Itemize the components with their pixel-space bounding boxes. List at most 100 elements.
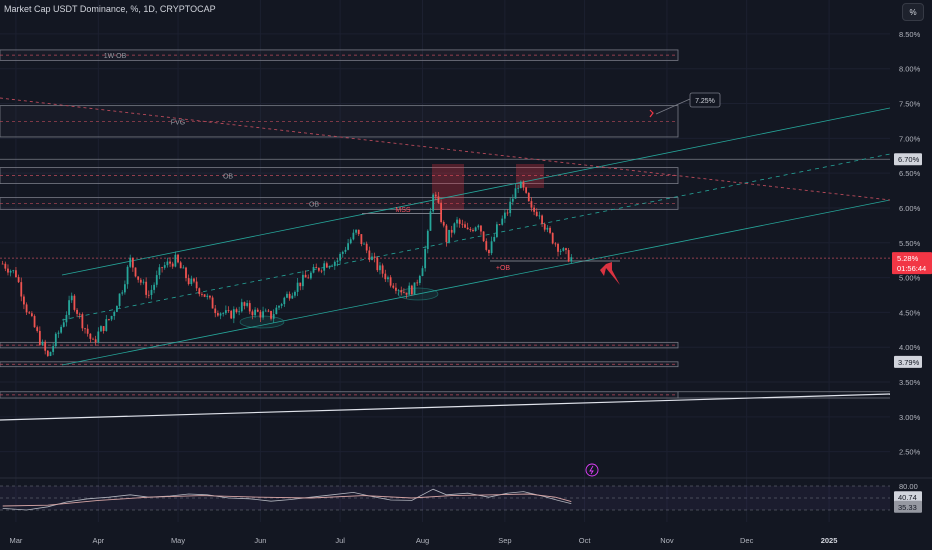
candle: [52, 342, 55, 356]
percent-scale-button[interactable]: %: [902, 3, 924, 21]
candle: [562, 247, 565, 252]
candle-body: [336, 260, 339, 262]
candle: [97, 327, 100, 344]
candle: [360, 234, 363, 247]
candle-body: [365, 243, 368, 251]
candle: [142, 279, 145, 285]
candle-body: [477, 225, 480, 228]
candle-body: [490, 241, 493, 254]
osc-value-tag: 40.74: [894, 491, 922, 504]
channel-line: [61, 107, 891, 276]
candle: [275, 305, 278, 315]
candle: [161, 266, 163, 273]
candle: [445, 224, 448, 247]
candle: [339, 252, 342, 265]
candle: [248, 300, 251, 315]
candle: [38, 326, 41, 347]
candle: [304, 270, 307, 278]
candle-body: [570, 257, 573, 262]
candle-body: [12, 270, 15, 272]
candle-body: [352, 232, 355, 240]
candle: [264, 308, 267, 312]
candle-body: [498, 224, 501, 226]
candle-body: [216, 313, 219, 316]
candle-body: [15, 270, 17, 278]
candle: [384, 269, 387, 282]
callout-box: [689, 92, 721, 108]
candle: [286, 291, 288, 299]
candle-body: [246, 303, 249, 306]
candle: [227, 306, 230, 313]
candle: [365, 241, 368, 254]
candle-body: [4, 263, 7, 269]
candle-body: [302, 274, 304, 287]
candle-body: [517, 188, 520, 189]
candle: [349, 237, 352, 245]
candle: [158, 264, 161, 280]
candle-body: [179, 262, 182, 269]
candle: [46, 350, 49, 358]
candle: [541, 214, 543, 227]
candle: [357, 229, 360, 237]
candle: [464, 221, 466, 228]
candle: [259, 309, 262, 323]
candle: [36, 325, 39, 333]
candle: [519, 180, 522, 189]
candle: [190, 275, 193, 286]
candle: [243, 301, 246, 310]
candle-body: [296, 282, 299, 292]
candle-body: [551, 232, 554, 244]
candle-body: [418, 276, 421, 283]
price-axis[interactable]: 8.50% 8.00% 7.50% 7.00% 6.50% 6.00% 5.50% 5.00%…: [892, 30, 932, 513]
level-tag: 3.79%: [894, 355, 922, 368]
candle-body: [278, 305, 280, 308]
candle-body: [222, 313, 225, 314]
candle: [333, 260, 336, 270]
candle: [15, 266, 17, 278]
candle-body: [559, 250, 562, 252]
candle: [224, 305, 227, 316]
candle: [554, 242, 557, 247]
candle-body: [251, 311, 254, 316]
candle: [182, 265, 185, 269]
candle-body: [294, 291, 296, 296]
candle-body: [344, 249, 347, 252]
candle: [325, 261, 328, 268]
candle: [174, 251, 177, 268]
candle: [432, 193, 435, 214]
candle: [81, 312, 84, 332]
y-tick-label: 4.50%: [899, 308, 921, 317]
candle: [421, 265, 424, 277]
candle: [570, 254, 573, 264]
candle-body: [30, 313, 33, 317]
candle-body: [272, 314, 275, 319]
candle: [315, 263, 318, 268]
candle: [317, 267, 320, 273]
candle-body: [230, 310, 233, 319]
candle: [113, 310, 116, 320]
candle: [379, 262, 381, 275]
candle-body: [54, 333, 57, 347]
candle-body: [445, 225, 448, 243]
candle: [397, 288, 400, 296]
candle: [549, 226, 551, 235]
candle: [538, 211, 541, 220]
candle-body: [203, 294, 206, 297]
candle-body: [381, 265, 384, 274]
candle: [102, 326, 105, 334]
candle: [299, 282, 302, 291]
candle-body: [78, 313, 81, 315]
candle-body: [102, 326, 105, 331]
candle: [371, 252, 373, 261]
time-axis[interactable]: Mar Apr May Jun Jul Aug Sep Oct Nov Dec 2025: [9, 536, 837, 545]
candle-body: [437, 196, 440, 203]
candle: [169, 257, 171, 268]
candle-body: [44, 341, 47, 351]
candle-body: [320, 270, 323, 272]
candle: [54, 332, 57, 349]
candle-body: [421, 268, 424, 277]
candle-body: [158, 267, 161, 276]
zone-label: OB: [309, 201, 319, 208]
candle-body: [198, 288, 201, 295]
